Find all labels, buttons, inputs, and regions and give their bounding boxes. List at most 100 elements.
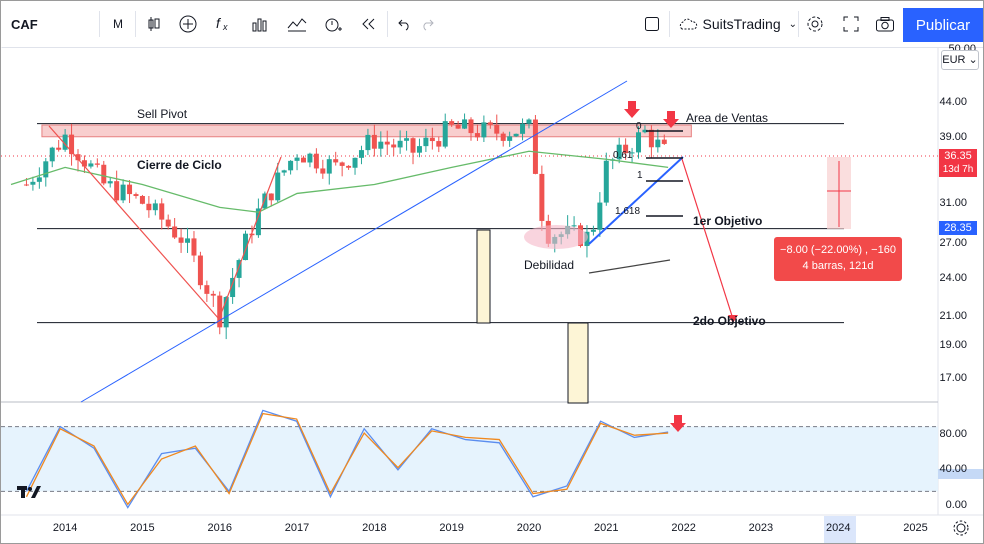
cycle-close-lines [48, 125, 282, 321]
candle [88, 160, 94, 169]
projection-arrow [681, 158, 734, 320]
candle [101, 160, 107, 186]
candle [352, 157, 358, 175]
oscillator-label: 0.00 [946, 499, 967, 511]
interval-button[interactable]: M [113, 17, 123, 31]
candle [603, 152, 609, 206]
line-chart-icon [287, 18, 307, 32]
weakness-line [588, 259, 671, 274]
support-box-1 [476, 229, 491, 324]
price-label: 19.00 [939, 339, 967, 351]
price-label: 31.00 [939, 197, 967, 209]
layout-name-button[interactable]: SuitsTrading ⌄ [677, 9, 797, 39]
time-label: 2025 [903, 522, 927, 534]
candle [114, 170, 120, 204]
candle [275, 162, 281, 202]
candle [429, 127, 435, 150]
currency-select[interactable]: EUR ⌄ [941, 50, 979, 70]
oscillator-label: 40.00 [939, 463, 967, 475]
sell-pivot-label: Sell Pivot [137, 107, 188, 121]
bar-chart-icon[interactable] [249, 9, 271, 39]
time-label: 2020 [517, 522, 541, 534]
time-label: 2015 [130, 522, 154, 534]
candle [636, 126, 642, 159]
toolbar-divider [387, 11, 388, 37]
candle [333, 151, 339, 166]
moving-average-line [10, 150, 669, 213]
measure-line-2: 4 barras, 121d [802, 260, 874, 272]
candle [146, 195, 152, 218]
candle [416, 138, 422, 158]
time-label: 2018 [362, 522, 386, 534]
alert-icon[interactable] [321, 9, 345, 39]
settings-icon[interactable] [803, 9, 827, 39]
candle [449, 119, 455, 127]
svg-text:f: f [216, 15, 222, 31]
fib-1-label: 1 [637, 170, 643, 181]
oscillator-band [1, 426, 938, 492]
tradingview-logo-icon[interactable] [17, 484, 43, 504]
time-axis-settings-icon[interactable] [953, 520, 969, 536]
oscillator-sell-arrow-icon [670, 415, 686, 432]
candle [539, 165, 545, 231]
candle [346, 165, 352, 170]
toolbar-divider [135, 11, 136, 37]
candle [513, 133, 519, 138]
redo-icon[interactable] [419, 9, 439, 39]
objetivo2-label: 2do Objetivo [693, 314, 766, 328]
templates-icon[interactable] [285, 9, 309, 39]
candle [642, 125, 648, 134]
candle [320, 159, 326, 179]
candle [217, 291, 223, 335]
candle [75, 149, 81, 172]
time-label: 2021 [594, 522, 618, 534]
candle [500, 131, 506, 147]
oscillator-label: 80.00 [939, 428, 967, 440]
candle [358, 145, 364, 165]
alarm-clock-icon [325, 18, 342, 32]
snapshot-icon[interactable] [873, 9, 897, 39]
time-highlight [824, 516, 856, 543]
fullscreen-icon[interactable] [839, 9, 863, 39]
layout-icon[interactable] [641, 9, 663, 39]
publish-button[interactable]: Publicar [903, 8, 983, 42]
candle [404, 130, 410, 151]
candle [455, 120, 461, 129]
candle [139, 194, 145, 205]
candle [397, 130, 403, 154]
oscillator-d-line [25, 412, 669, 506]
candle [204, 280, 210, 302]
candle [210, 290, 216, 307]
candle [268, 193, 274, 207]
camera-icon [876, 17, 894, 32]
candle [294, 154, 300, 171]
undo-icon[interactable] [393, 9, 413, 39]
toolbar-divider [669, 11, 670, 37]
candle [36, 167, 42, 189]
candle [300, 155, 306, 163]
candle [590, 225, 596, 236]
candle [243, 230, 249, 261]
candle [30, 176, 36, 191]
chart-type-icon[interactable] [145, 9, 163, 39]
redo-arrow-icon [423, 19, 434, 31]
sell-arrow-icon [624, 101, 640, 118]
candle [120, 179, 126, 204]
candle [81, 155, 87, 174]
candle [462, 113, 468, 130]
target-price-tag: 28.35 [939, 221, 977, 235]
candle [326, 155, 332, 185]
add-indicator-icon[interactable] [177, 9, 199, 39]
measure-line-1: −8.00 (−22.00%) , −160 [780, 244, 896, 256]
candles-icon [148, 17, 160, 31]
candle [436, 136, 442, 153]
replay-icon[interactable] [357, 9, 379, 39]
candle [410, 137, 416, 165]
candle [191, 231, 197, 263]
candle [629, 147, 635, 163]
candle [339, 161, 345, 177]
fib-0-label: 0 [636, 121, 642, 132]
symbol-label[interactable]: CAF [11, 16, 38, 32]
